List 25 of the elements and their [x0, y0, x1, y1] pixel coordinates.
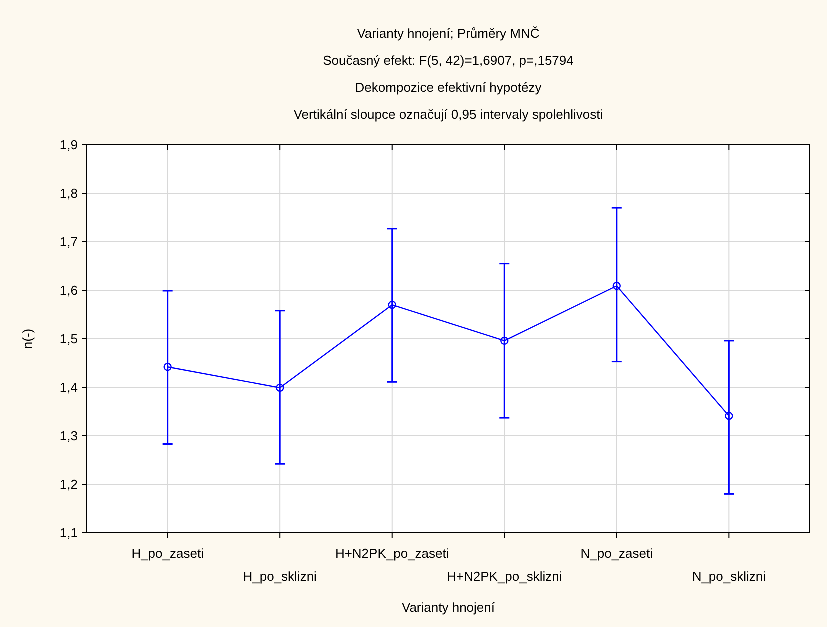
y-axis-title: n(-) — [20, 328, 35, 350]
x-tick-label: H+N2PK_po_sklizni — [447, 569, 562, 584]
x-tick-label: H_po_sklizni — [243, 569, 318, 584]
point — [388, 300, 396, 310]
x-tick-label: N_po_zaseti — [580, 546, 654, 561]
y-tick-label: 1,8 — [60, 186, 78, 202]
y-tick-label: 1,3 — [60, 428, 78, 444]
y-tick-label: 1,1 — [60, 526, 78, 541]
point — [164, 363, 172, 372]
chart-subtitle: Současný efekt: F(5, 42)=1,6907, p=,15794 Dekompozice efektivní hypotézy Vertikální sloupce označují 0,95 intervaly spolehlivosti — [294, 53, 604, 122]
y-tick-label: 1,2 — [60, 477, 78, 492]
x-tick-label: N_po_sklizni — [692, 569, 766, 584]
x-tick-label: H_po_zaseti — [132, 546, 204, 561]
y-tick-label: 1,6 — [60, 283, 78, 298]
chart-title: Varianty hnojení; Průměry MNČ — [357, 26, 540, 41]
point — [500, 336, 509, 346]
y-tick-label: 1,5 — [60, 332, 78, 347]
y-tick-label: 1,4 — [60, 380, 78, 396]
x-axis-title: Varianty hnojení — [402, 600, 496, 615]
point — [612, 282, 621, 290]
x-tick-label: H+N2PK_po_zaseti — [335, 546, 450, 561]
point — [276, 384, 284, 392]
point — [725, 412, 734, 420]
y-tick-label: 1,7 — [60, 234, 78, 250]
y-tick-label: 1,9 — [60, 138, 78, 153]
